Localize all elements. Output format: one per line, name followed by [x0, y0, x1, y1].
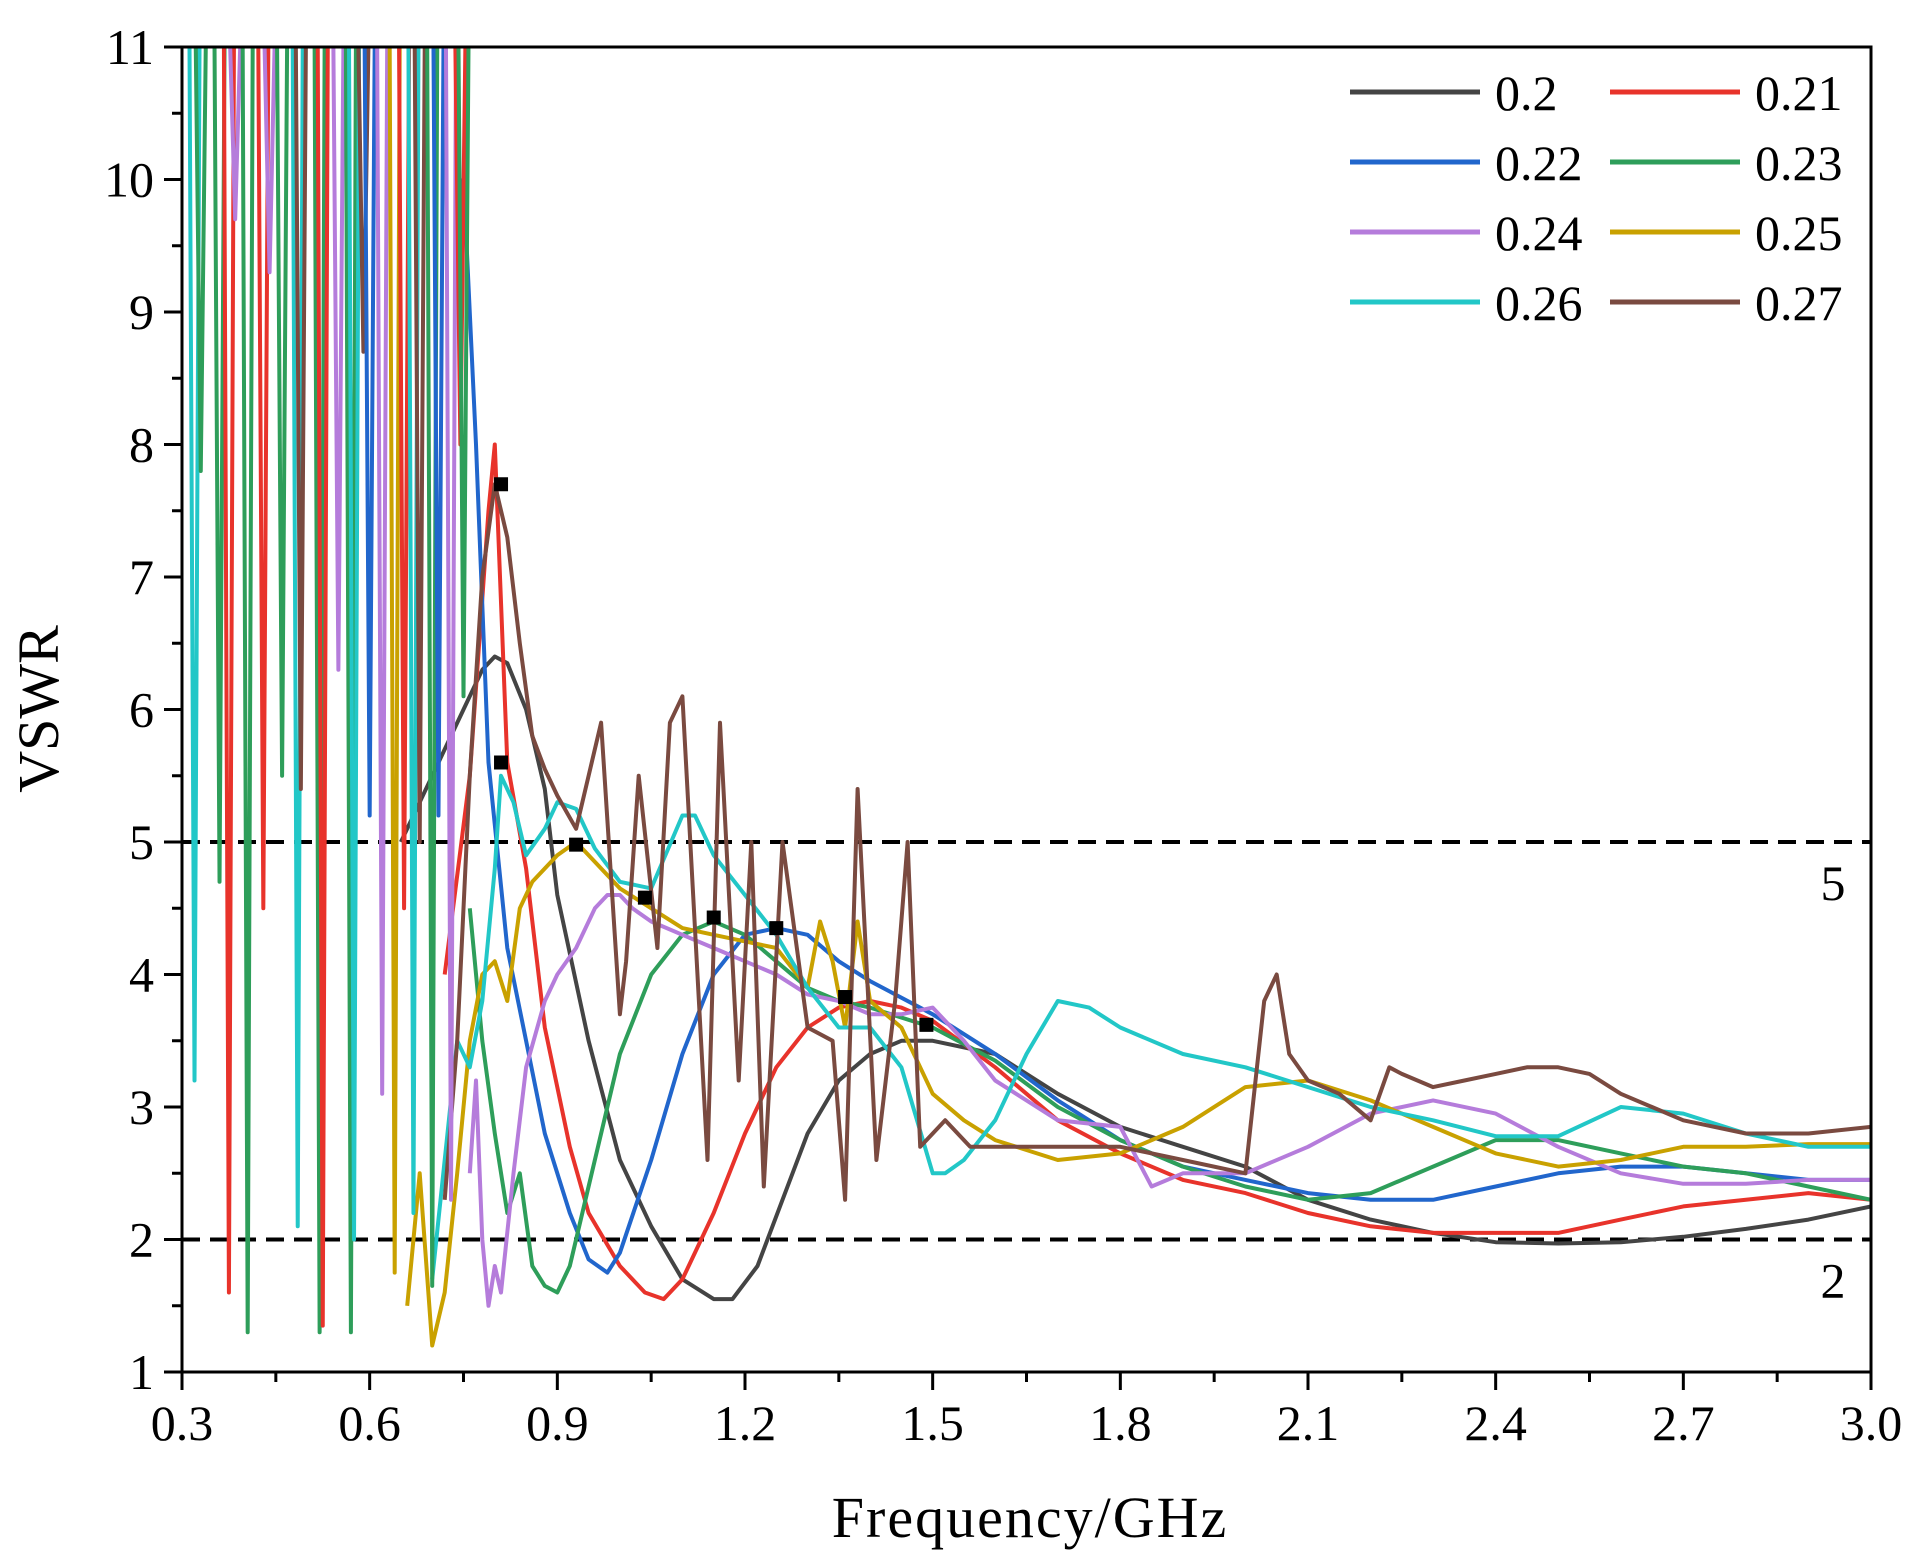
x-tick-label: 1.2: [714, 1395, 777, 1451]
oscillation-spike: [193, 47, 208, 473]
oscillation-spike: [443, 47, 458, 1202]
legend-label-0.2: 0.2: [1495, 65, 1558, 121]
oscillation-spike: [331, 47, 346, 672]
oscillation-spike: [312, 47, 327, 1335]
y-tick-label: 4: [129, 947, 154, 1003]
y-tick-label: 5: [129, 814, 154, 870]
series-line-0.26: [430, 773, 1871, 1280]
legend-label-0.21: 0.21: [1755, 65, 1843, 121]
x-tick-label: 1.5: [901, 1395, 964, 1451]
series-line-0.2: [399, 654, 1871, 1302]
oscillation-spike: [412, 47, 427, 844]
highlight-markers: [494, 477, 934, 1032]
data-marker: [569, 837, 584, 852]
data-marker: [919, 1017, 934, 1032]
data-marker: [494, 755, 509, 770]
oscillation-spike: [221, 47, 236, 1295]
legend-label-0.25: 0.25: [1755, 205, 1843, 261]
y-tick-label: 7: [129, 549, 154, 605]
y-tick-label: 11: [106, 19, 154, 75]
oscillation-spike: [290, 47, 305, 1229]
legend-label-0.24: 0.24: [1495, 205, 1583, 261]
x-tick-label: 0.9: [526, 1395, 589, 1451]
x-tick-label: 2.7: [1652, 1395, 1715, 1451]
y-tick-label: 2: [129, 1212, 154, 1268]
oscillation-spike: [347, 47, 362, 1242]
x-tick-label: 0.3: [151, 1395, 214, 1451]
reference-line-label: 2: [1821, 1253, 1846, 1309]
y-tick-label: 3: [129, 1079, 154, 1135]
x-tick-label: 1.8: [1089, 1395, 1152, 1451]
series-lines: [187, 47, 1871, 1348]
series-line-0.24: [467, 893, 1871, 1308]
legend-label-0.27: 0.27: [1755, 275, 1843, 331]
data-marker: [769, 921, 784, 936]
data-marker: [637, 890, 652, 905]
oscillation-spike: [293, 47, 308, 791]
oscillation-spike: [262, 47, 277, 275]
data-marker: [838, 990, 853, 1005]
oscillation-spike: [362, 47, 377, 818]
data-marker: [706, 910, 721, 925]
series-line-0.22: [455, 177, 1871, 1275]
oscillation-spike: [228, 47, 243, 222]
oscillation-spike: [375, 47, 390, 1096]
series-line-0.27: [442, 482, 1871, 1202]
y-tick-label: 8: [129, 417, 154, 473]
y-tick-label: 9: [129, 284, 154, 340]
x-axis: 0.3 0.6 0.9 1.2 1.5 1.8 2.1 2.4 2.7 3.0: [151, 1372, 1903, 1451]
legend-label-0.22: 0.22: [1495, 135, 1583, 191]
series-line-0.25: [405, 840, 1871, 1348]
legend-label-0.23: 0.23: [1755, 135, 1843, 191]
oscillation-spike: [456, 47, 471, 699]
oscillation-spike: [212, 47, 227, 884]
y-tick-label: 10: [104, 152, 154, 208]
oscillation-spike: [387, 47, 402, 1275]
legend-label-0.26: 0.26: [1495, 275, 1583, 331]
x-tick-label: 2.4: [1464, 1395, 1527, 1451]
oscillation-spike: [343, 47, 358, 1335]
x-tick-label: 0.6: [338, 1395, 401, 1451]
reference-lines: 52: [182, 840, 1871, 1309]
x-tick-label: 3.0: [1840, 1395, 1903, 1451]
oscillation-spike: [275, 47, 290, 778]
data-marker: [494, 477, 509, 492]
y-axis: 1 2 3 4 5 6 7 8 9 10 11: [104, 19, 182, 1400]
oscillation-spike: [315, 47, 330, 1328]
oscillation-spike: [431, 47, 446, 818]
y-tick-label: 1: [129, 1344, 154, 1400]
oscillation-spike: [256, 47, 271, 911]
x-axis-title: Frequency/GHz: [832, 1485, 1228, 1550]
reference-line-label: 5: [1821, 855, 1846, 911]
x-tick-label: 2.1: [1277, 1395, 1340, 1451]
legend: 0.2 0.21 0.22 0.23 0.24 0.25 0.26 0.27: [1350, 65, 1843, 331]
y-axis-title: VSWR: [6, 625, 71, 793]
oscillation-spike: [397, 47, 412, 911]
oscillation-spike: [240, 47, 255, 1335]
y-tick-label: 6: [129, 682, 154, 738]
